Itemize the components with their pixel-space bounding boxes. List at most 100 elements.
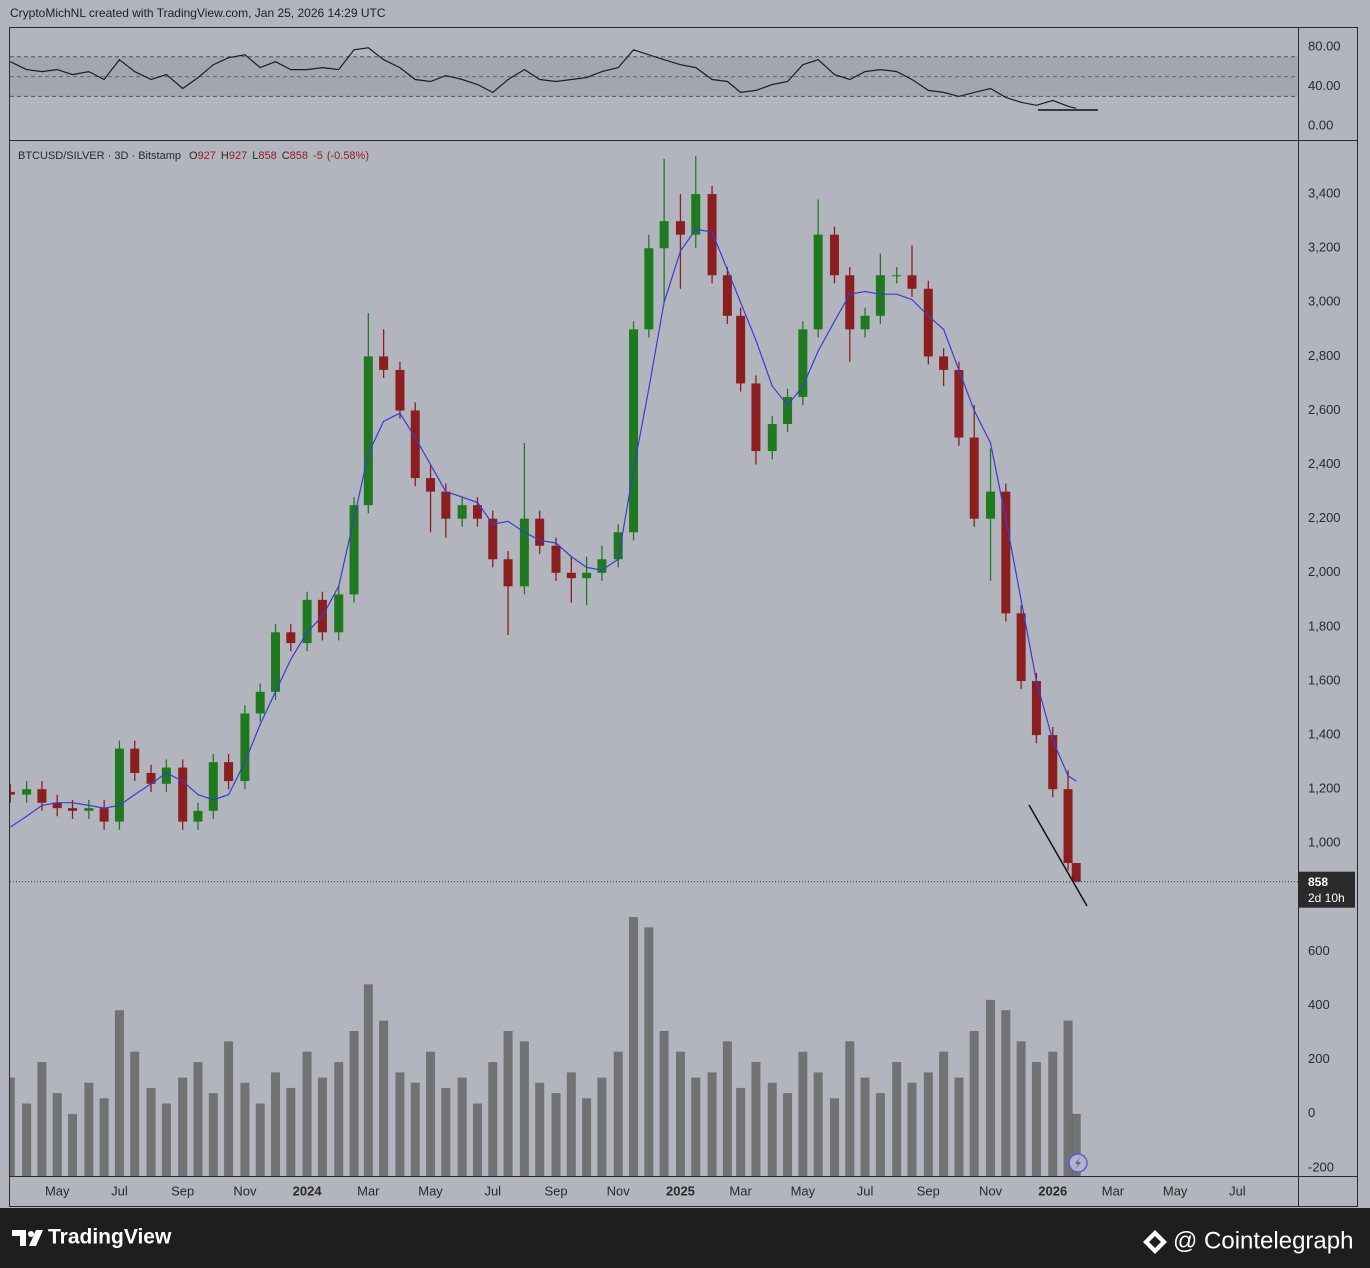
volume-bar xyxy=(488,1062,498,1176)
candle-body xyxy=(969,437,979,519)
candle-body xyxy=(691,194,701,235)
volume-bar xyxy=(969,1030,979,1176)
candle-body xyxy=(813,234,823,330)
volume-bar xyxy=(1071,1113,1081,1176)
volume-bar xyxy=(395,1072,405,1176)
y-tick-label: 2,800 xyxy=(1308,348,1341,363)
candle-body xyxy=(84,808,94,811)
candle-body xyxy=(751,383,761,452)
candle-body xyxy=(410,410,420,479)
volume-bar xyxy=(798,1051,808,1176)
candle-body xyxy=(736,315,746,384)
volume-bar xyxy=(722,1041,732,1176)
x-tick-label: May xyxy=(1163,1183,1188,1198)
candle-body xyxy=(722,275,732,316)
candle-body xyxy=(1016,613,1026,681)
candle-body xyxy=(597,559,607,573)
rsi-tick-label: 40.00 xyxy=(1308,78,1341,93)
x-tick-label: Jul xyxy=(857,1183,874,1198)
volume-bar xyxy=(659,1030,669,1176)
volume-bar xyxy=(907,1082,917,1176)
legend-change-pct: (-0.58%) xyxy=(327,150,369,162)
rsi-tick-label: 80.00 xyxy=(1308,38,1341,53)
volume-bar xyxy=(99,1098,109,1176)
volume-bar xyxy=(37,1062,47,1176)
candle-body xyxy=(629,329,639,533)
candle-body xyxy=(582,572,592,579)
tv-logo xyxy=(28,1231,34,1237)
legend-key: O xyxy=(189,150,198,162)
flash-glyph xyxy=(1075,1157,1081,1169)
candle-body xyxy=(379,356,389,370)
candle-body xyxy=(675,221,685,235)
candle-body xyxy=(892,275,902,277)
volume-bar xyxy=(613,1051,623,1176)
last-price-label: 858 xyxy=(1308,875,1328,889)
candle-body xyxy=(130,748,140,773)
volume-bar xyxy=(751,1062,761,1176)
x-tick-label: Sep xyxy=(171,1183,194,1198)
x-tick-label: May xyxy=(45,1183,70,1198)
candle-body xyxy=(783,396,793,425)
candle-body xyxy=(10,791,15,795)
candle-body xyxy=(208,762,218,811)
volume-bar xyxy=(271,1072,281,1176)
candle-body xyxy=(37,789,47,803)
volume-bar xyxy=(114,1010,124,1176)
volume-bar xyxy=(52,1093,62,1176)
footer-bg xyxy=(0,1208,1370,1268)
legend-key: C xyxy=(282,150,290,162)
y-tick-label: 1,000 xyxy=(1308,835,1341,850)
volume-bar xyxy=(1001,1010,1011,1176)
volume-bar xyxy=(457,1077,467,1176)
candle-body xyxy=(1001,491,1011,614)
tv-logo-text: TradingView xyxy=(48,1226,172,1249)
volume-bar xyxy=(736,1087,746,1176)
candle-body xyxy=(954,369,964,438)
volume-bar xyxy=(954,1077,964,1176)
candle-body xyxy=(441,491,451,519)
x-tick-label: Nov xyxy=(607,1183,631,1198)
legend-value: 927 xyxy=(198,150,216,162)
volume-bar xyxy=(1016,1041,1026,1176)
volume-bar xyxy=(1031,1062,1041,1176)
volume-bar xyxy=(597,1077,607,1176)
y-tick-label: 2,600 xyxy=(1308,402,1341,417)
volume-bar xyxy=(707,1072,717,1176)
volume-bar xyxy=(675,1051,685,1176)
legend: BTCUSD/SILVER · 3D · Bitstamp O927 H927 L85… xyxy=(18,150,369,162)
candle-body xyxy=(644,248,654,330)
x-tick-label: Mar xyxy=(729,1183,752,1198)
x-tick-label: 2026 xyxy=(1038,1183,1067,1198)
moving-average xyxy=(10,228,1077,828)
y-tick-label: 1,600 xyxy=(1308,672,1341,687)
volume-bar xyxy=(130,1051,140,1176)
candle-body xyxy=(519,518,529,587)
tv-logo xyxy=(12,1230,26,1246)
candle-body xyxy=(426,478,436,492)
volume-bar xyxy=(813,1072,823,1176)
candle-body xyxy=(767,424,777,452)
candle-body xyxy=(334,594,344,633)
volume-bar xyxy=(193,1062,203,1176)
candle-body xyxy=(472,505,482,519)
volume-bar xyxy=(519,1041,529,1176)
x-tick-label: May xyxy=(418,1183,443,1198)
volume-bar xyxy=(923,1072,933,1176)
volume-bar xyxy=(986,999,996,1176)
candle-body xyxy=(1063,789,1073,864)
volume-bar xyxy=(255,1103,265,1176)
watermark: @ Cointelegraph xyxy=(1173,1227,1353,1254)
candle-body xyxy=(939,356,949,370)
volume-bar xyxy=(472,1103,482,1176)
candle-body xyxy=(566,572,576,579)
volume-bar xyxy=(22,1103,32,1176)
candle-body xyxy=(860,315,870,330)
volume-bar xyxy=(783,1093,793,1176)
volume-bar xyxy=(629,917,639,1176)
frame xyxy=(9,27,1358,1207)
volume-bar xyxy=(939,1051,949,1176)
footer: TradingView @ Cointelegraph xyxy=(0,1208,1370,1268)
x-tick-label: 2024 xyxy=(293,1183,323,1198)
rsi-tick-label: 0.00 xyxy=(1308,118,1333,133)
